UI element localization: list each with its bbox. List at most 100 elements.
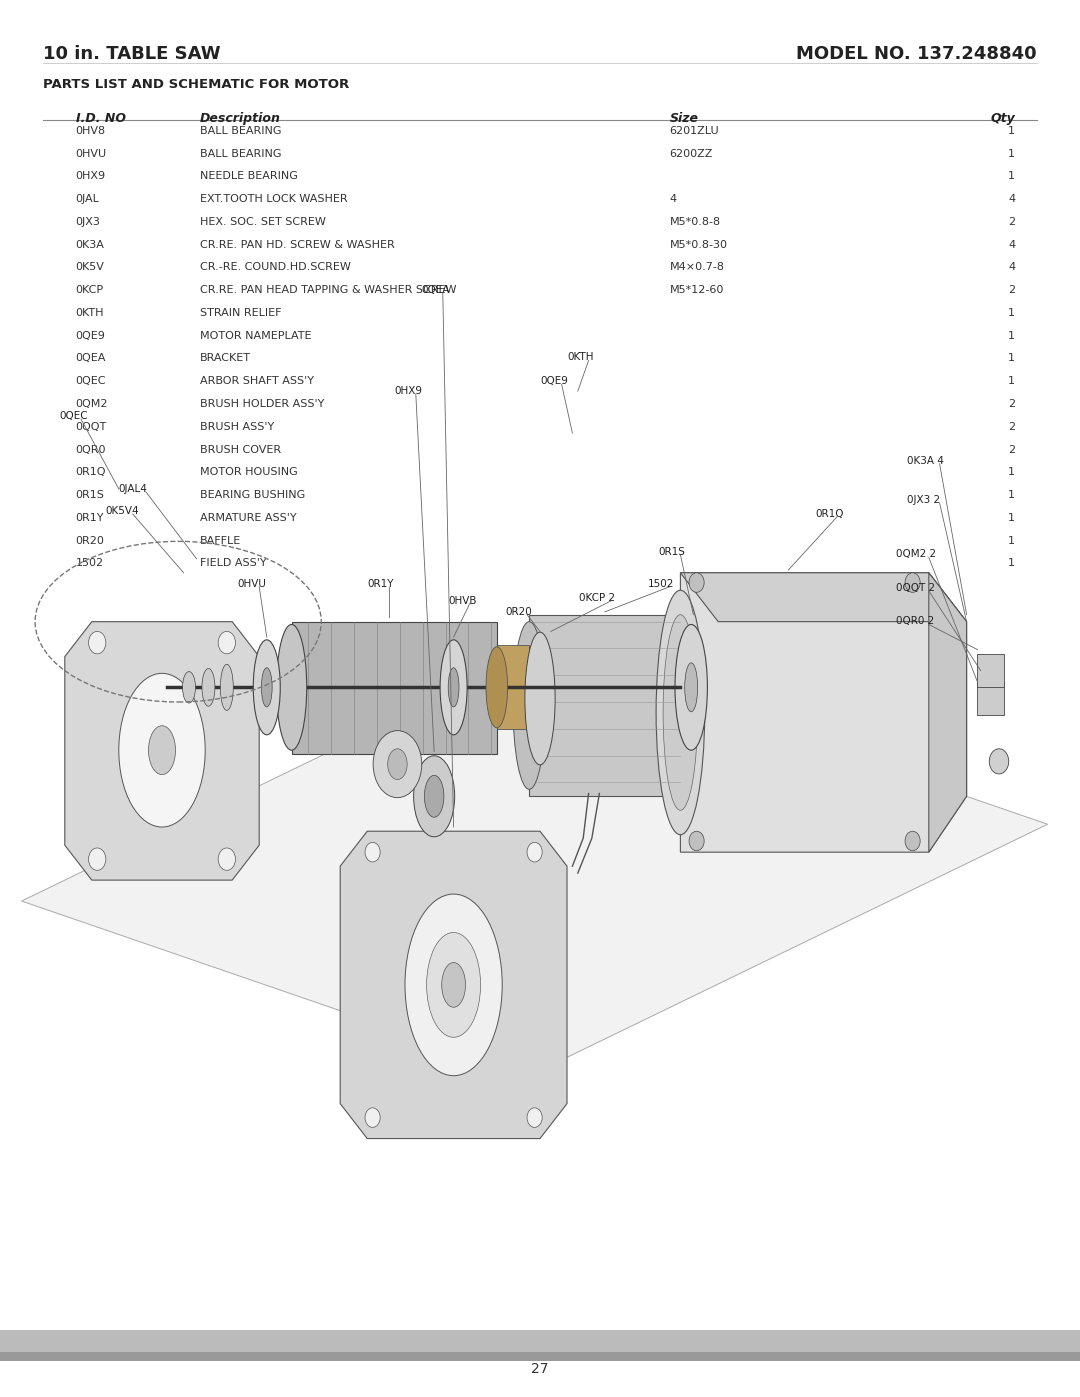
- Text: 1502: 1502: [648, 578, 674, 588]
- Ellipse shape: [441, 640, 467, 735]
- Ellipse shape: [685, 664, 698, 712]
- Text: CR.RE. PAN HEAD TAPPING & WASHER SCREW: CR.RE. PAN HEAD TAPPING & WASHER SCREW: [200, 285, 457, 295]
- Text: 2: 2: [1008, 285, 1015, 295]
- Text: 0KCP: 0KCP: [76, 285, 104, 295]
- Text: 4: 4: [1008, 263, 1015, 272]
- Polygon shape: [292, 622, 497, 754]
- Text: 1: 1: [1009, 376, 1015, 386]
- Circle shape: [689, 573, 704, 592]
- Text: 0R1Q: 0R1Q: [815, 509, 843, 518]
- Text: 0HVU: 0HVU: [238, 578, 267, 588]
- Ellipse shape: [486, 647, 508, 728]
- Ellipse shape: [663, 615, 698, 810]
- Text: ARMATURE ASS'Y: ARMATURE ASS'Y: [200, 513, 296, 522]
- Text: 0KTH: 0KTH: [76, 307, 104, 319]
- Text: 0JX3: 0JX3: [76, 217, 100, 226]
- Bar: [0, 1352, 1080, 1361]
- Text: BALL BEARING: BALL BEARING: [200, 148, 281, 158]
- Text: M5*0.8-30: M5*0.8-30: [670, 240, 728, 250]
- Text: 0R20: 0R20: [76, 535, 105, 546]
- Text: STRAIN RELIEF: STRAIN RELIEF: [200, 307, 281, 319]
- Ellipse shape: [388, 749, 407, 780]
- Ellipse shape: [675, 624, 707, 750]
- Text: 0R20: 0R20: [505, 606, 532, 616]
- Ellipse shape: [427, 933, 481, 1037]
- Text: BALL BEARING: BALL BEARING: [200, 126, 281, 136]
- Ellipse shape: [220, 665, 233, 710]
- Circle shape: [689, 831, 704, 851]
- Polygon shape: [929, 573, 967, 852]
- Ellipse shape: [183, 672, 195, 703]
- Text: 0QEA: 0QEA: [421, 285, 449, 295]
- Circle shape: [527, 1108, 542, 1127]
- Text: 0QR0 2: 0QR0 2: [896, 616, 934, 626]
- Text: NEEDLE BEARING: NEEDLE BEARING: [200, 172, 298, 182]
- Text: CR.-RE. COUND.HD.SCREW: CR.-RE. COUND.HD.SCREW: [200, 263, 351, 272]
- Text: Size: Size: [670, 112, 699, 124]
- Text: M5*12-60: M5*12-60: [670, 285, 724, 295]
- Text: 1: 1: [1009, 148, 1015, 158]
- Circle shape: [905, 573, 920, 592]
- Text: 0K5V4: 0K5V4: [106, 506, 139, 515]
- Text: FIELD ASS'Y: FIELD ASS'Y: [200, 559, 267, 569]
- Text: M5*0.8-8: M5*0.8-8: [670, 217, 720, 226]
- Text: 0HVB: 0HVB: [448, 595, 476, 605]
- Ellipse shape: [442, 963, 465, 1007]
- Ellipse shape: [261, 668, 272, 707]
- Text: 0KTH: 0KTH: [567, 352, 594, 362]
- Text: 0HX9: 0HX9: [394, 386, 422, 395]
- Text: 0QEC: 0QEC: [59, 411, 89, 420]
- Ellipse shape: [276, 624, 307, 750]
- Text: 27: 27: [531, 1362, 549, 1376]
- Text: 1: 1: [1009, 126, 1015, 136]
- Text: 0R1S: 0R1S: [76, 490, 105, 500]
- Circle shape: [89, 631, 106, 654]
- Circle shape: [89, 848, 106, 870]
- Ellipse shape: [424, 775, 444, 817]
- Text: PARTS LIST AND SCHEMATIC FOR MOTOR: PARTS LIST AND SCHEMATIC FOR MOTOR: [43, 78, 350, 91]
- Circle shape: [218, 848, 235, 870]
- Ellipse shape: [374, 731, 421, 798]
- Text: 0JX3 2: 0JX3 2: [907, 495, 941, 504]
- Text: 1: 1: [1009, 353, 1015, 363]
- Ellipse shape: [119, 673, 205, 827]
- Text: CR.RE. PAN HD. SCREW & WASHER: CR.RE. PAN HD. SCREW & WASHER: [200, 240, 394, 250]
- Ellipse shape: [525, 631, 555, 766]
- Text: 1: 1: [1009, 535, 1015, 546]
- Text: BEARING BUSHING: BEARING BUSHING: [200, 490, 305, 500]
- Ellipse shape: [405, 894, 502, 1076]
- Text: 0QE9: 0QE9: [540, 376, 568, 386]
- Text: 1: 1: [1009, 172, 1015, 182]
- Text: BRUSH ASS'Y: BRUSH ASS'Y: [200, 422, 274, 432]
- Polygon shape: [680, 573, 967, 852]
- Text: BRUSH COVER: BRUSH COVER: [200, 444, 281, 454]
- Text: 10 in. TABLE SAW: 10 in. TABLE SAW: [43, 45, 220, 63]
- Text: 1: 1: [1009, 331, 1015, 341]
- Circle shape: [989, 749, 1009, 774]
- Text: 0R1Q: 0R1Q: [76, 467, 106, 478]
- Circle shape: [365, 842, 380, 862]
- Circle shape: [527, 842, 542, 862]
- Circle shape: [365, 1108, 380, 1127]
- Polygon shape: [497, 645, 529, 729]
- Circle shape: [905, 831, 920, 851]
- Text: 0QEA: 0QEA: [76, 353, 106, 363]
- Text: 0HV8: 0HV8: [76, 126, 106, 136]
- Text: 0QQT: 0QQT: [76, 422, 107, 432]
- Text: ARBOR SHAFT ASS'Y: ARBOR SHAFT ASS'Y: [200, 376, 314, 386]
- Text: 0KCP 2: 0KCP 2: [579, 592, 615, 602]
- Text: 0HX9: 0HX9: [76, 172, 106, 182]
- Text: 1: 1: [1009, 467, 1015, 478]
- Text: M4×0.7-8: M4×0.7-8: [670, 263, 725, 272]
- Text: 0K3A 4: 0K3A 4: [907, 455, 944, 465]
- Polygon shape: [529, 615, 680, 796]
- Ellipse shape: [414, 756, 455, 837]
- Text: 1: 1: [1009, 307, 1015, 319]
- Text: MODEL NO. 137.248840: MODEL NO. 137.248840: [796, 45, 1037, 63]
- Text: MOTOR NAMEPLATE: MOTOR NAMEPLATE: [200, 331, 311, 341]
- Text: 1: 1: [1009, 490, 1015, 500]
- Text: HEX. SOC. SET SCREW: HEX. SOC. SET SCREW: [200, 217, 326, 226]
- Text: 4: 4: [1008, 240, 1015, 250]
- Text: 4: 4: [670, 194, 677, 204]
- Polygon shape: [680, 573, 967, 622]
